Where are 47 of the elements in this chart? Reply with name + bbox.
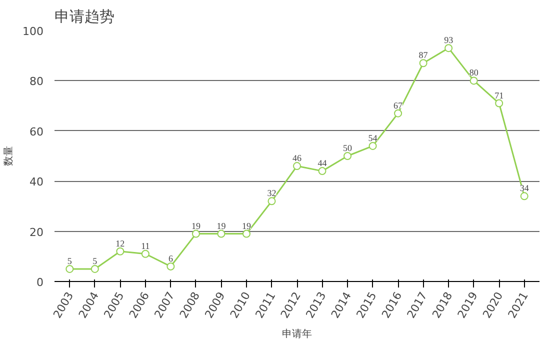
y-tick-label: 60 [30,125,44,138]
data-label: 67 [394,100,404,110]
point [166,262,175,270]
point [394,109,402,118]
point [242,230,250,238]
point [444,44,453,52]
point [116,247,124,256]
point [268,197,276,206]
point [141,250,150,258]
y-tick-label: 0 [36,276,44,289]
data-label: 46 [292,153,302,164]
point [344,152,352,160]
data-label: 5 [92,256,98,266]
point [192,230,200,238]
y-tick-label: 100 [22,25,44,38]
point [293,162,301,170]
data-label: 80 [469,68,479,78]
point [368,142,377,150]
data-label: 44 [318,158,328,168]
point [90,264,99,273]
data-label: 6 [168,253,174,264]
data-label: 5 [67,256,72,266]
chart-title: 申请趋势 [54,8,114,26]
y-tick-label: 40 [30,176,44,189]
data-label: 93 [444,35,454,46]
point [419,59,428,68]
point [470,76,478,85]
data-label: 71 [494,90,504,100]
point [217,230,226,238]
data-label: 34 [520,183,530,194]
data-label: 54 [368,132,378,143]
data-label: 32 [267,188,276,198]
data-label: 19 [191,220,201,231]
y-tick-label: 80 [30,75,44,88]
data-label: 11 [141,240,150,251]
x-axis-title: 申请年 [282,328,312,340]
data-label: 50 [343,143,353,153]
point [495,99,504,108]
data-label: 87 [418,50,428,60]
data-label: 19 [242,220,252,231]
data-label: 19 [216,220,226,231]
y-tick-label: 20 [30,226,44,239]
point [318,167,326,176]
point [520,192,528,200]
point [66,264,74,273]
data-label: 12 [116,238,125,248]
y-axis-title: 数量 [4,146,15,166]
